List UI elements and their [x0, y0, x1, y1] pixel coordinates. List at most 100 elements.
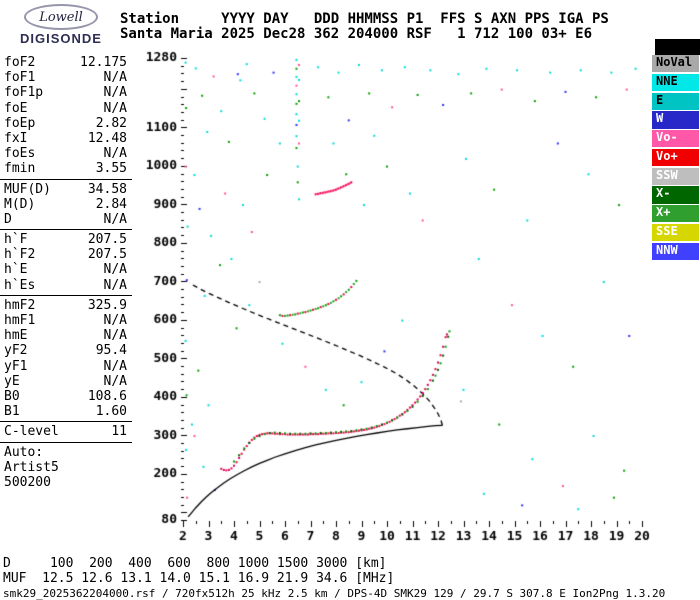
param-row: B1 1.60	[0, 404, 132, 419]
panel-separator	[0, 441, 132, 443]
legend-item-e: E	[652, 92, 699, 110]
param-label: 500200	[4, 474, 51, 490]
legend-item-vo-: Vo-	[652, 130, 699, 148]
param-label: M(D)	[4, 196, 36, 212]
param-value: 11	[111, 424, 127, 440]
param-label: C-level	[4, 424, 59, 440]
legend-item-vo+: Vo+	[652, 148, 699, 167]
param-row: yE N/A	[0, 374, 132, 389]
panel-separator	[0, 229, 132, 231]
param-value: N/A	[103, 262, 127, 278]
param-row: 500200	[0, 475, 132, 490]
param-value: N/A	[103, 277, 127, 293]
param-label: foF1	[4, 70, 36, 86]
param-row: hmF1 N/A	[0, 313, 132, 328]
legend-item-x+: X+	[652, 205, 699, 223]
echo-color-legend: NoVal NNE E W Vo- Vo+ SSW X- X+ SSE NNW	[652, 55, 699, 262]
header: Station YYYY DAY DDD HHMMSS P1 FFS S AXN…	[120, 12, 609, 42]
param-label: fxI	[4, 130, 28, 146]
param-label: B1	[4, 404, 20, 420]
param-label: h`F2	[4, 247, 36, 263]
distance-row: D 100 200 400 600 800 1000 1500 3000 [km…	[3, 556, 387, 571]
lowell-digisonde-logo: Lowell DIGISONDE	[6, 4, 116, 46]
panel-separator	[0, 421, 132, 423]
parameter-panel: foF2 12.175 foF1 N/A foF1p N/A foE N/A foEp 2.82 f…	[0, 55, 132, 490]
param-value: N/A	[103, 313, 127, 328]
header-station-values: Santa Maria 2025 Dec28 362 204000 RSF 1 …	[120, 26, 593, 42]
param-value: N/A	[103, 70, 127, 86]
param-row: h`F 207.5	[0, 232, 132, 247]
param-label: yF1	[4, 358, 28, 374]
param-label: foE	[4, 100, 28, 116]
lowell-logo-oval: Lowell	[24, 4, 98, 30]
param-value: 12.48	[87, 130, 127, 146]
param-label: h`E	[4, 262, 28, 278]
param-row: foE N/A	[0, 101, 132, 116]
param-value: N/A	[103, 211, 127, 227]
param-row: foEp 2.82	[0, 116, 132, 131]
status-line: smk29_2025362204000.rsf / 720fx512h 25 k…	[3, 587, 666, 600]
param-label: hmF2	[4, 297, 36, 313]
legend-item-ssw: SSW	[652, 167, 699, 185]
param-value: 34.58	[87, 181, 127, 197]
param-label: foF1p	[4, 85, 44, 101]
param-value: N/A	[103, 373, 127, 389]
param-label: foEs	[4, 146, 36, 162]
param-row: foF2 12.175	[0, 55, 132, 70]
legend-item-sse: SSE	[652, 224, 699, 242]
param-row: h`E N/A	[0, 262, 132, 277]
param-row: foF1p N/A	[0, 85, 132, 100]
param-value: 108.6	[87, 388, 127, 404]
param-row: yF2 95.4	[0, 343, 132, 358]
param-label: yF2	[4, 343, 28, 359]
param-label: h`F	[4, 232, 28, 248]
param-row: D N/A	[0, 212, 132, 227]
panel-separator	[0, 294, 132, 296]
param-label: MUF(D)	[4, 181, 51, 197]
param-label: Auto:	[4, 444, 44, 460]
param-value: 325.9	[87, 297, 127, 313]
param-row: hmF2 325.9	[0, 298, 132, 313]
logo-digisonde-text: DIGISONDE	[20, 31, 102, 46]
param-value: 3.55	[95, 161, 127, 177]
ionogram-plot	[140, 50, 655, 550]
header-black-marker	[655, 39, 700, 55]
legend-item-nnw: NNW	[652, 242, 699, 260]
muf-row: MUF 12.5 12.6 13.1 14.0 15.1 16.9 21.9 3…	[3, 571, 395, 586]
param-value: 207.5	[87, 247, 127, 263]
param-row: Artist5	[0, 460, 132, 475]
param-row: B0 108.6	[0, 389, 132, 404]
header-column-titles: Station YYYY DAY DDD HHMMSS P1 FFS S AXN…	[120, 11, 609, 27]
param-label: hmE	[4, 328, 28, 344]
param-value: N/A	[103, 85, 127, 101]
param-row: C-level 11	[0, 424, 132, 439]
param-value: 2.82	[95, 115, 127, 131]
param-row: fxI 12.48	[0, 131, 132, 146]
param-value: N/A	[103, 146, 127, 162]
param-value: N/A	[103, 358, 127, 374]
legend-item-x-: X-	[652, 186, 699, 204]
param-label: yE	[4, 373, 20, 389]
param-value: 95.4	[95, 343, 127, 359]
param-value: 2.84	[95, 196, 127, 212]
param-row: MUF(D) 34.58	[0, 182, 132, 197]
param-value: N/A	[103, 328, 127, 344]
panel-separator	[0, 178, 132, 180]
param-row: h`Es N/A	[0, 278, 132, 293]
legend-item-nne: NNE	[652, 73, 699, 91]
legend-item-w: W	[652, 111, 699, 129]
param-row: h`F2 207.5	[0, 247, 132, 262]
param-row: foEs N/A	[0, 146, 132, 161]
param-value: N/A	[103, 100, 127, 116]
param-row: hmE N/A	[0, 328, 132, 343]
param-label: B0	[4, 388, 20, 404]
param-value: 12.175	[80, 55, 127, 70]
param-label: Artist5	[4, 459, 59, 475]
param-label: foF2	[4, 55, 36, 70]
param-value: 1.60	[95, 404, 127, 420]
param-row: Auto:	[0, 445, 132, 460]
param-row: yF1 N/A	[0, 359, 132, 374]
param-row: foF1 N/A	[0, 70, 132, 85]
param-label: fmin	[4, 161, 36, 177]
legend-item-noval: NoVal	[652, 55, 699, 73]
